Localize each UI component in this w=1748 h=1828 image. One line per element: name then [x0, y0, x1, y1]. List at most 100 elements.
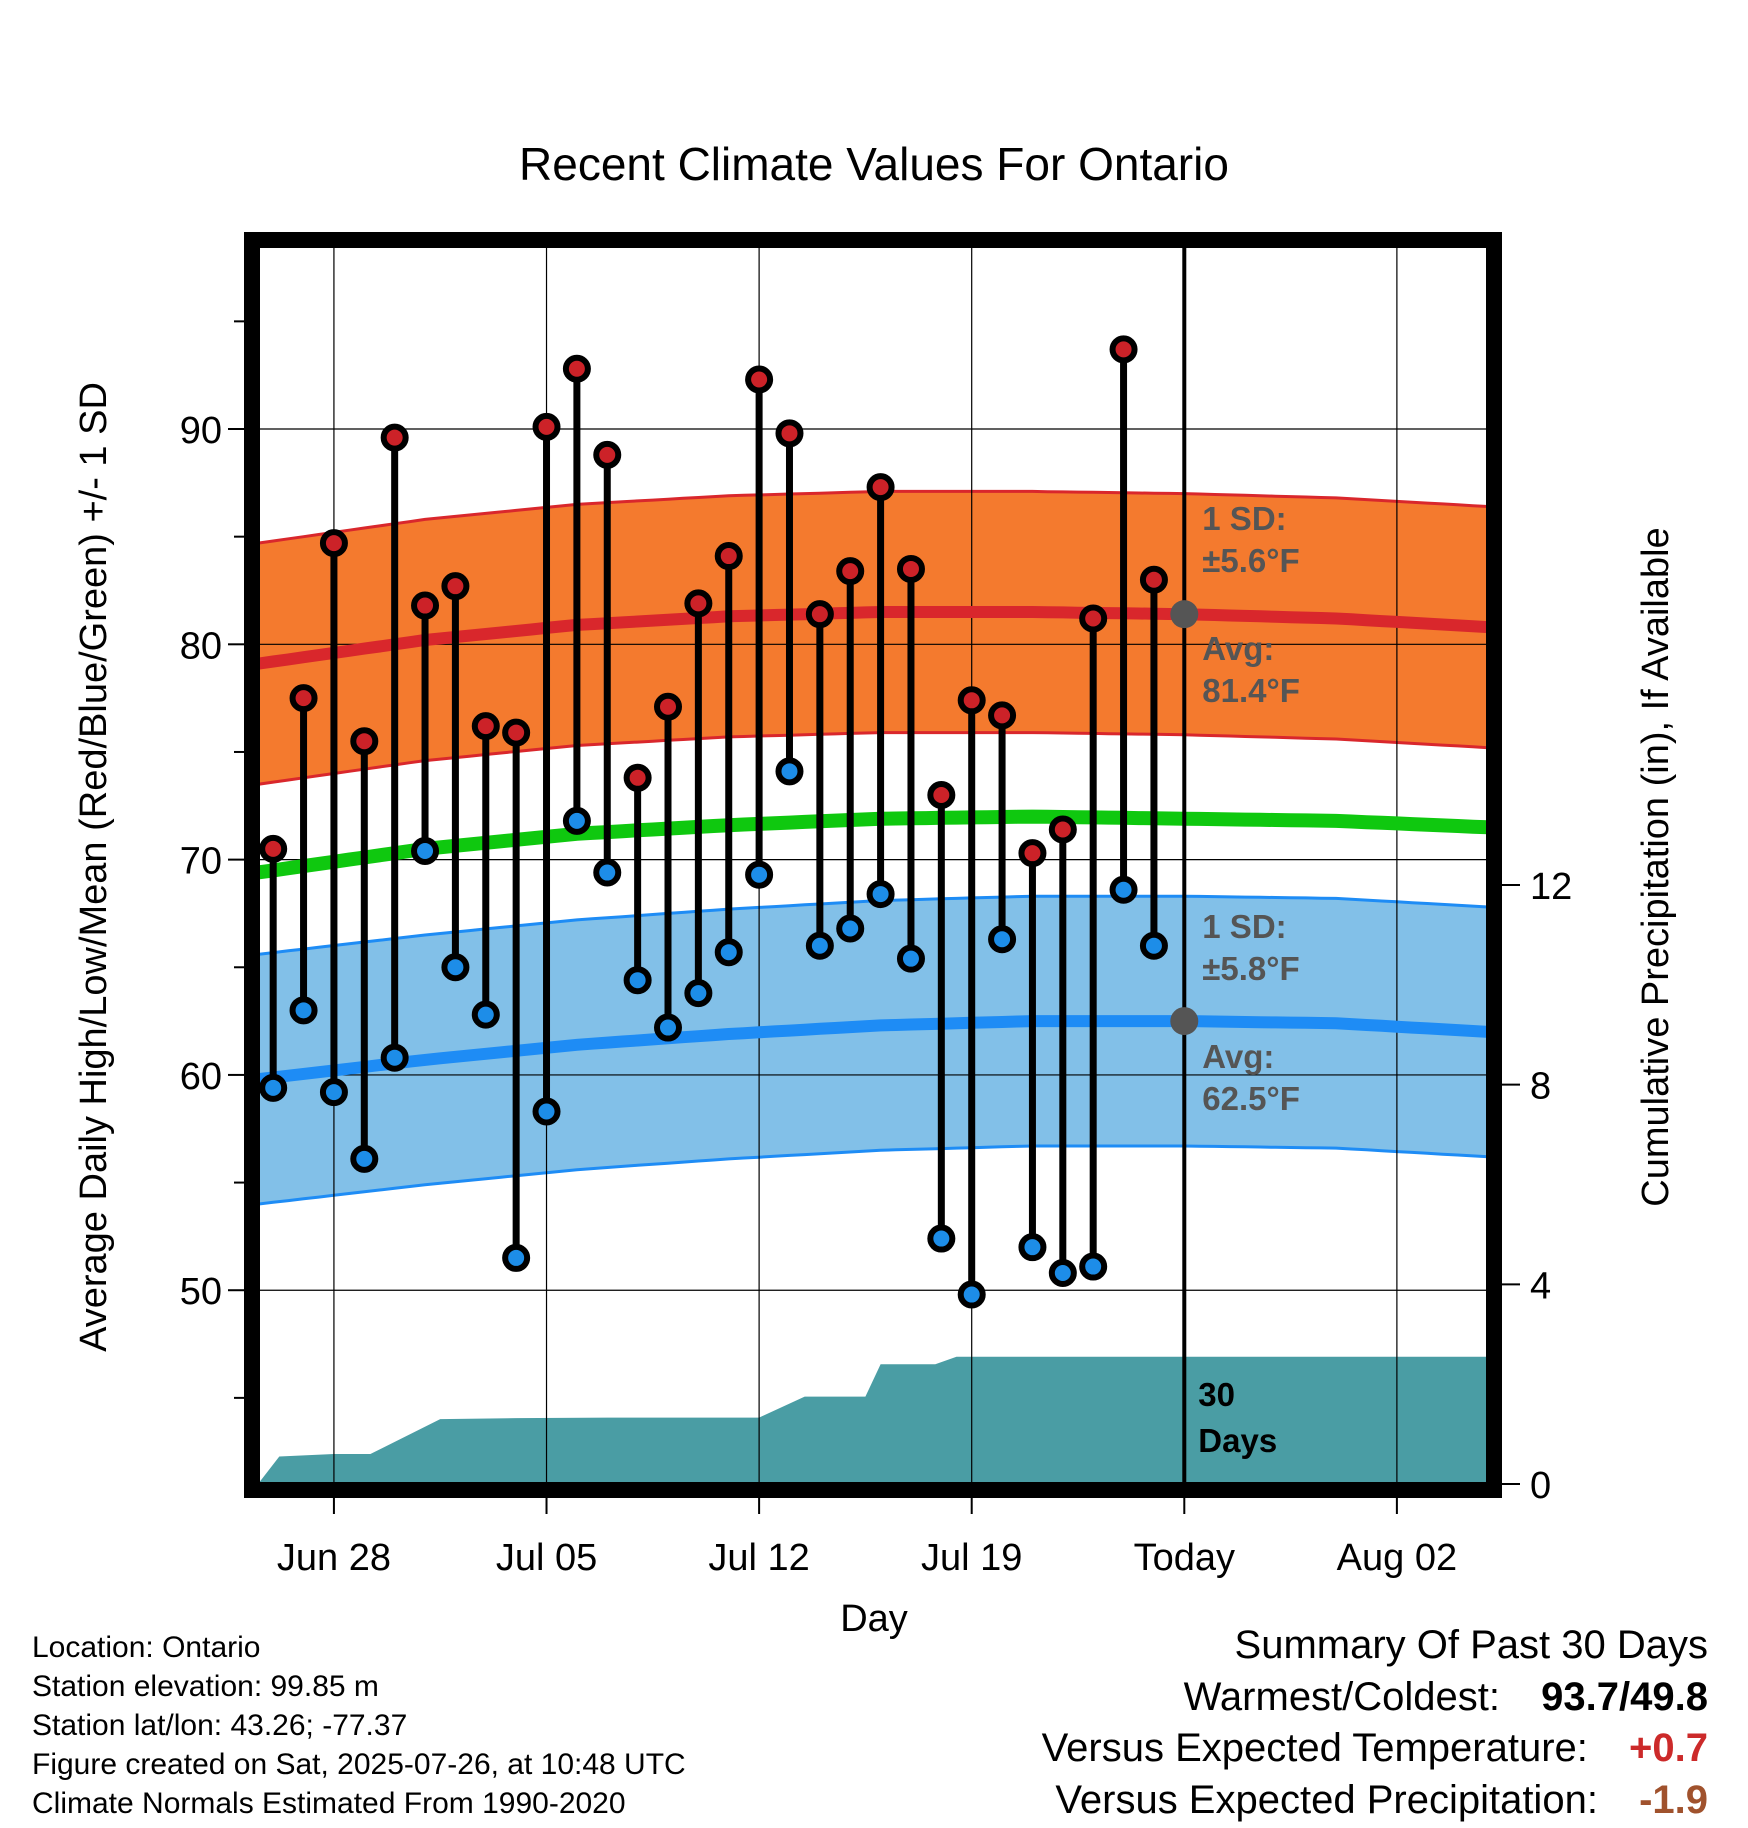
daily-low-point: [1139, 931, 1168, 960]
low-avg-annotation: Avg:: [1202, 1038, 1274, 1075]
thirty-days-label: Days: [1198, 1422, 1277, 1459]
x-tick-label: Jul 05: [496, 1537, 597, 1579]
daily-low-point: [684, 979, 713, 1008]
daily-low-point: [441, 953, 470, 982]
temp-vs-expected-label: Versus Expected Temperature:: [1041, 1726, 1588, 1770]
high-sd-band: [258, 489, 1488, 786]
daily-low-point: [836, 914, 865, 943]
daily-low-point: [380, 1043, 409, 1072]
daily-high-point: [654, 692, 682, 721]
daily-high-point: [562, 354, 591, 383]
plot-area: 1 SD: ±5.6°F Avg: 81.4°F 1 SD: ±5.8°F Avg: 62.5…: [180, 232, 1572, 1579]
x-axis-label: Day: [840, 1598, 908, 1640]
warm-cold-values: 93.7/49.8: [1541, 1675, 1708, 1720]
daily-high-point: [927, 781, 956, 810]
y2-axis-label: Cumulative Precipitation (in), If Availa…: [1635, 527, 1677, 1206]
warm-cold-label: Warmest/Coldest:: [1183, 1675, 1501, 1719]
daily-high-point: [957, 686, 986, 715]
daily-high-point: [1018, 839, 1047, 868]
daily-low-point: [289, 996, 318, 1025]
daily-low-point: [532, 1097, 561, 1126]
summary-temperature: Versus Expected Temperature: +0.7: [1042, 1726, 1708, 1771]
high-avg-annotation: 81.4°F: [1202, 672, 1300, 709]
info-latlon: Station lat/lon: 43.26; -77.37: [32, 1709, 408, 1742]
avg-high-line: [258, 606, 1488, 670]
y-tick-label: 50: [180, 1271, 222, 1313]
daily-high-point: [866, 473, 895, 502]
high-sd-annotation: 1 SD:: [1202, 500, 1286, 537]
daily-high-point: [714, 542, 743, 571]
info-elevation: Station elevation: 99.85 m: [32, 1670, 379, 1703]
info-created: Figure created on Sat, 2025-07-26, at 10…: [32, 1748, 686, 1781]
summary-warm-cold: Warmest/Coldest: 93.7/49.8: [1184, 1675, 1708, 1720]
daily-low-point: [988, 925, 1017, 954]
daily-high-point: [684, 589, 713, 618]
daily-high-point: [441, 572, 470, 601]
summary-heading: Summary Of Past 30 Days: [1234, 1623, 1708, 1667]
daily-low-point: [775, 757, 804, 786]
today-avg-low-marker: [1170, 1007, 1199, 1036]
warm-cold-separator: /: [1619, 1675, 1631, 1719]
thirty-days-label: 30: [1198, 1376, 1235, 1413]
x-tick-label: Jul 12: [708, 1537, 809, 1579]
x-tick-label: Aug 02: [1337, 1537, 1457, 1579]
x-tick-label: Jul 19: [921, 1537, 1022, 1579]
y-tick-label: 80: [180, 625, 222, 667]
daily-high-point: [1139, 565, 1168, 594]
daily-high-point: [805, 600, 834, 629]
daily-low-point: [1048, 1259, 1077, 1288]
daily-low-point: [745, 860, 774, 889]
daily-high-point: [471, 712, 500, 741]
y-tick-label: 90: [180, 410, 222, 452]
info-normals: Climate Normals Estimated From 1990-2020: [32, 1787, 626, 1820]
low-avg-annotation: 62.5°F: [1202, 1080, 1300, 1117]
daily-low-point: [714, 938, 743, 967]
y-tick-label: 60: [180, 1056, 222, 1098]
daily-high-point: [259, 834, 288, 863]
precip-vs-expected-label: Versus Expected Precipitation:: [1055, 1778, 1598, 1822]
daily-low-point: [1018, 1233, 1047, 1262]
daily-high-point: [745, 365, 774, 394]
warmest-value: 93.7: [1541, 1675, 1620, 1719]
avg-mean-line: [258, 809, 1488, 880]
summary-precipitation: Versus Expected Precipitation: -1.9: [1055, 1778, 1708, 1823]
daily-low-point: [896, 944, 925, 973]
daily-high-point: [896, 554, 925, 583]
high-avg-annotation: Avg:: [1202, 630, 1274, 667]
daily-high-point: [1048, 815, 1077, 844]
daily-high-point: [1079, 604, 1108, 633]
daily-high-point: [1109, 335, 1138, 364]
low-sd-band: [258, 894, 1488, 1206]
x-tick-label: Jun 28: [277, 1537, 391, 1579]
y2-tick-label: 0: [1530, 1465, 1551, 1507]
coldest-value: 49.8: [1630, 1675, 1708, 1719]
daily-high-point: [836, 557, 865, 586]
daily-high-point: [380, 423, 409, 452]
daily-high-point: [623, 763, 652, 792]
precipitation-area: [258, 1356, 1488, 1484]
daily-low-point: [927, 1224, 956, 1253]
y-tick-label: 70: [180, 841, 222, 883]
low-sd-annotation: ±5.8°F: [1202, 950, 1299, 987]
daily-low-point: [654, 1013, 682, 1042]
daily-low-point: [1109, 875, 1138, 904]
daily-low-point: [866, 880, 895, 909]
daily-low-point: [502, 1243, 531, 1272]
plot-inner: 1 SD: ±5.6°F Avg: 81.4°F 1 SD: ±5.8°F Avg: 62.5…: [258, 246, 1488, 1484]
daily-low-point: [471, 1000, 500, 1029]
avg-low-line: [258, 1015, 1488, 1086]
daily-low-point: [1079, 1252, 1108, 1281]
daily-high-point: [775, 419, 804, 448]
today-avg-high-marker: [1170, 600, 1199, 629]
daily-low-point: [623, 966, 652, 995]
daily-low-point: [319, 1078, 348, 1107]
plot-frame: [244, 232, 1502, 1498]
info-location: Location: Ontario: [32, 1631, 261, 1664]
y2-tick-label: 4: [1530, 1265, 1551, 1307]
daily-high-point: [411, 591, 440, 620]
high-sd-annotation: ±5.6°F: [1202, 542, 1299, 579]
daily-high-point: [350, 727, 379, 756]
daily-low-point: [411, 837, 440, 866]
x-tick-label: Today: [1134, 1537, 1235, 1579]
